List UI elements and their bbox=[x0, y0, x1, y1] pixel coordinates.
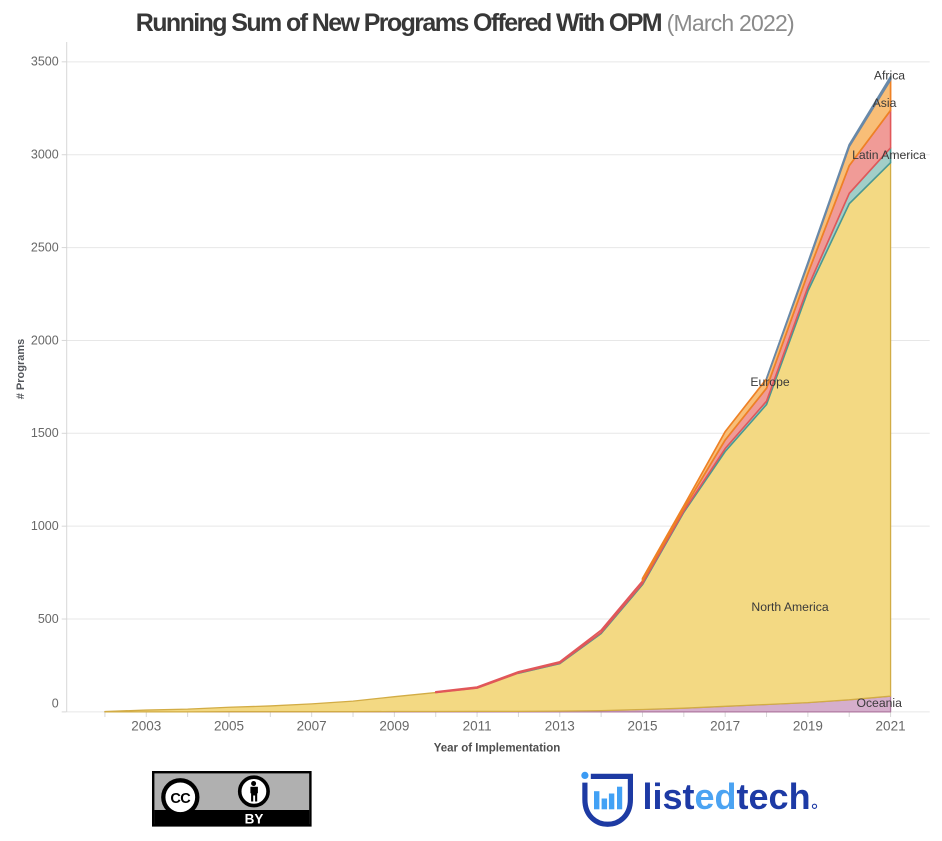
svg-text:Running Sum of New Programs Of: Running Sum of New Programs Offered With… bbox=[136, 9, 794, 37]
svg-text:Latin America: Latin America bbox=[852, 148, 926, 162]
svg-text:1500: 1500 bbox=[31, 426, 59, 440]
svg-text:2005: 2005 bbox=[214, 719, 244, 734]
svg-text:Year of Implementation: Year of Implementation bbox=[434, 743, 561, 755]
svg-text:Africa: Africa bbox=[874, 69, 905, 83]
svg-text:2017: 2017 bbox=[710, 719, 740, 734]
svg-text:1000: 1000 bbox=[31, 519, 59, 533]
svg-text:2003: 2003 bbox=[131, 719, 161, 734]
svg-text:2021: 2021 bbox=[876, 719, 906, 734]
svg-text:Europe: Europe bbox=[750, 375, 790, 389]
svg-text:North America: North America bbox=[751, 600, 828, 614]
svg-text:Oceania: Oceania bbox=[856, 696, 902, 710]
svg-text:3500: 3500 bbox=[31, 55, 59, 69]
svg-text:2500: 2500 bbox=[31, 241, 59, 255]
svg-text:listedtech: listedtech bbox=[643, 776, 811, 817]
svg-text:2007: 2007 bbox=[297, 719, 327, 734]
svg-text:2000: 2000 bbox=[31, 333, 59, 347]
svg-text:2019: 2019 bbox=[793, 719, 823, 734]
svg-text:CC: CC bbox=[170, 791, 191, 807]
svg-text:0: 0 bbox=[52, 697, 59, 711]
svg-text:2009: 2009 bbox=[379, 719, 409, 734]
svg-text:2013: 2013 bbox=[545, 719, 575, 734]
svg-text:2011: 2011 bbox=[463, 719, 492, 734]
svg-text:2015: 2015 bbox=[627, 719, 657, 734]
svg-text:500: 500 bbox=[38, 612, 59, 626]
svg-text:Asia: Asia bbox=[873, 96, 897, 110]
svg-text:BY: BY bbox=[245, 811, 264, 826]
svg-text:# Programs: # Programs bbox=[15, 339, 27, 400]
svg-text:3000: 3000 bbox=[31, 148, 59, 162]
